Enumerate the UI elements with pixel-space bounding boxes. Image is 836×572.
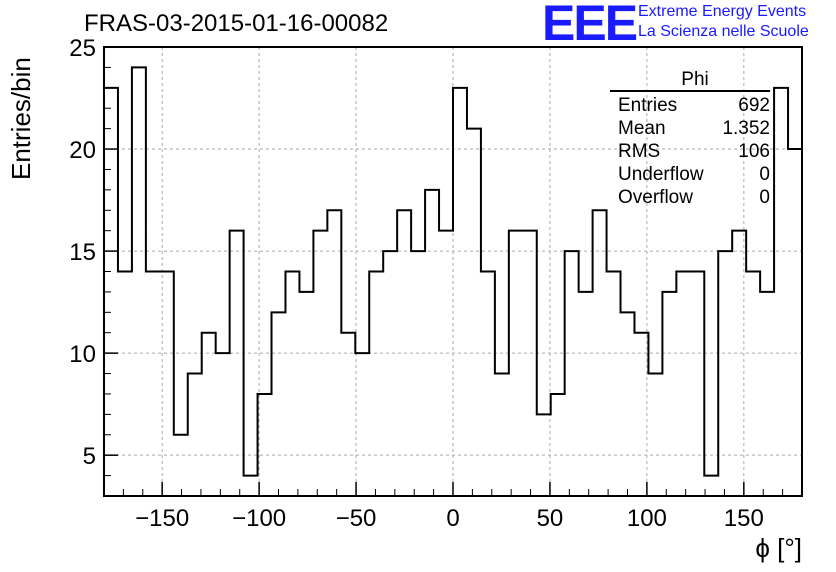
logo-subtitle-1: Extreme Energy Events <box>638 3 807 20</box>
stats-value: 1.352 <box>722 118 770 139</box>
y-axis-label: Entries/bin <box>6 57 36 180</box>
stats-value: 692 <box>738 95 770 116</box>
x-tick-label: −150 <box>135 505 189 532</box>
x-tick-label: 100 <box>627 505 667 532</box>
stats-divider <box>610 90 770 92</box>
stats-value: 0 <box>759 187 770 208</box>
stats-label: Overflow <box>618 187 693 208</box>
stats-label: RMS <box>618 141 661 162</box>
x-tick-label: 50 <box>537 505 564 532</box>
stats-row-mean: Mean 1.352 <box>610 117 770 140</box>
stats-label: Mean <box>618 118 666 139</box>
axis-ticks: −150 −100 −50 0 50 100 150 5 10 15 20 25 <box>69 35 784 532</box>
y-tick-label: 20 <box>69 137 96 164</box>
x-tick-label: 0 <box>446 505 459 532</box>
eee-logo: EEE <box>542 0 638 51</box>
x-tick-label: −100 <box>232 505 286 532</box>
y-tick-label: 15 <box>69 239 96 266</box>
x-tick-label: 150 <box>724 505 764 532</box>
y-tick-label: 5 <box>83 443 96 470</box>
histogram-step-line <box>104 66 802 477</box>
stats-label: Underflow <box>618 164 704 185</box>
y-tick-label: 10 <box>69 341 96 368</box>
stats-row-underflow: Underflow 0 <box>610 163 770 186</box>
stats-value: 106 <box>738 141 770 162</box>
stats-value: 0 <box>759 164 770 185</box>
stats-box: Phi Entries 692 Mean 1.352 RMS 106 Under… <box>610 70 770 209</box>
y-tick-label: 25 <box>69 35 96 62</box>
stats-title: Phi <box>681 69 709 90</box>
x-axis-label: ϕ [°] <box>755 533 802 563</box>
run-title: FRAS-03-2015-01-16-00082 <box>84 10 389 37</box>
x-tick-label: −50 <box>336 505 377 532</box>
stats-row-entries: Entries 692 <box>610 94 770 117</box>
stats-label: Entries <box>618 95 678 116</box>
stats-row-overflow: Overflow 0 <box>610 186 770 209</box>
stats-row-rms: RMS 106 <box>610 140 770 163</box>
logo-subtitle-2: La Scienza nelle Scuole <box>638 23 809 40</box>
